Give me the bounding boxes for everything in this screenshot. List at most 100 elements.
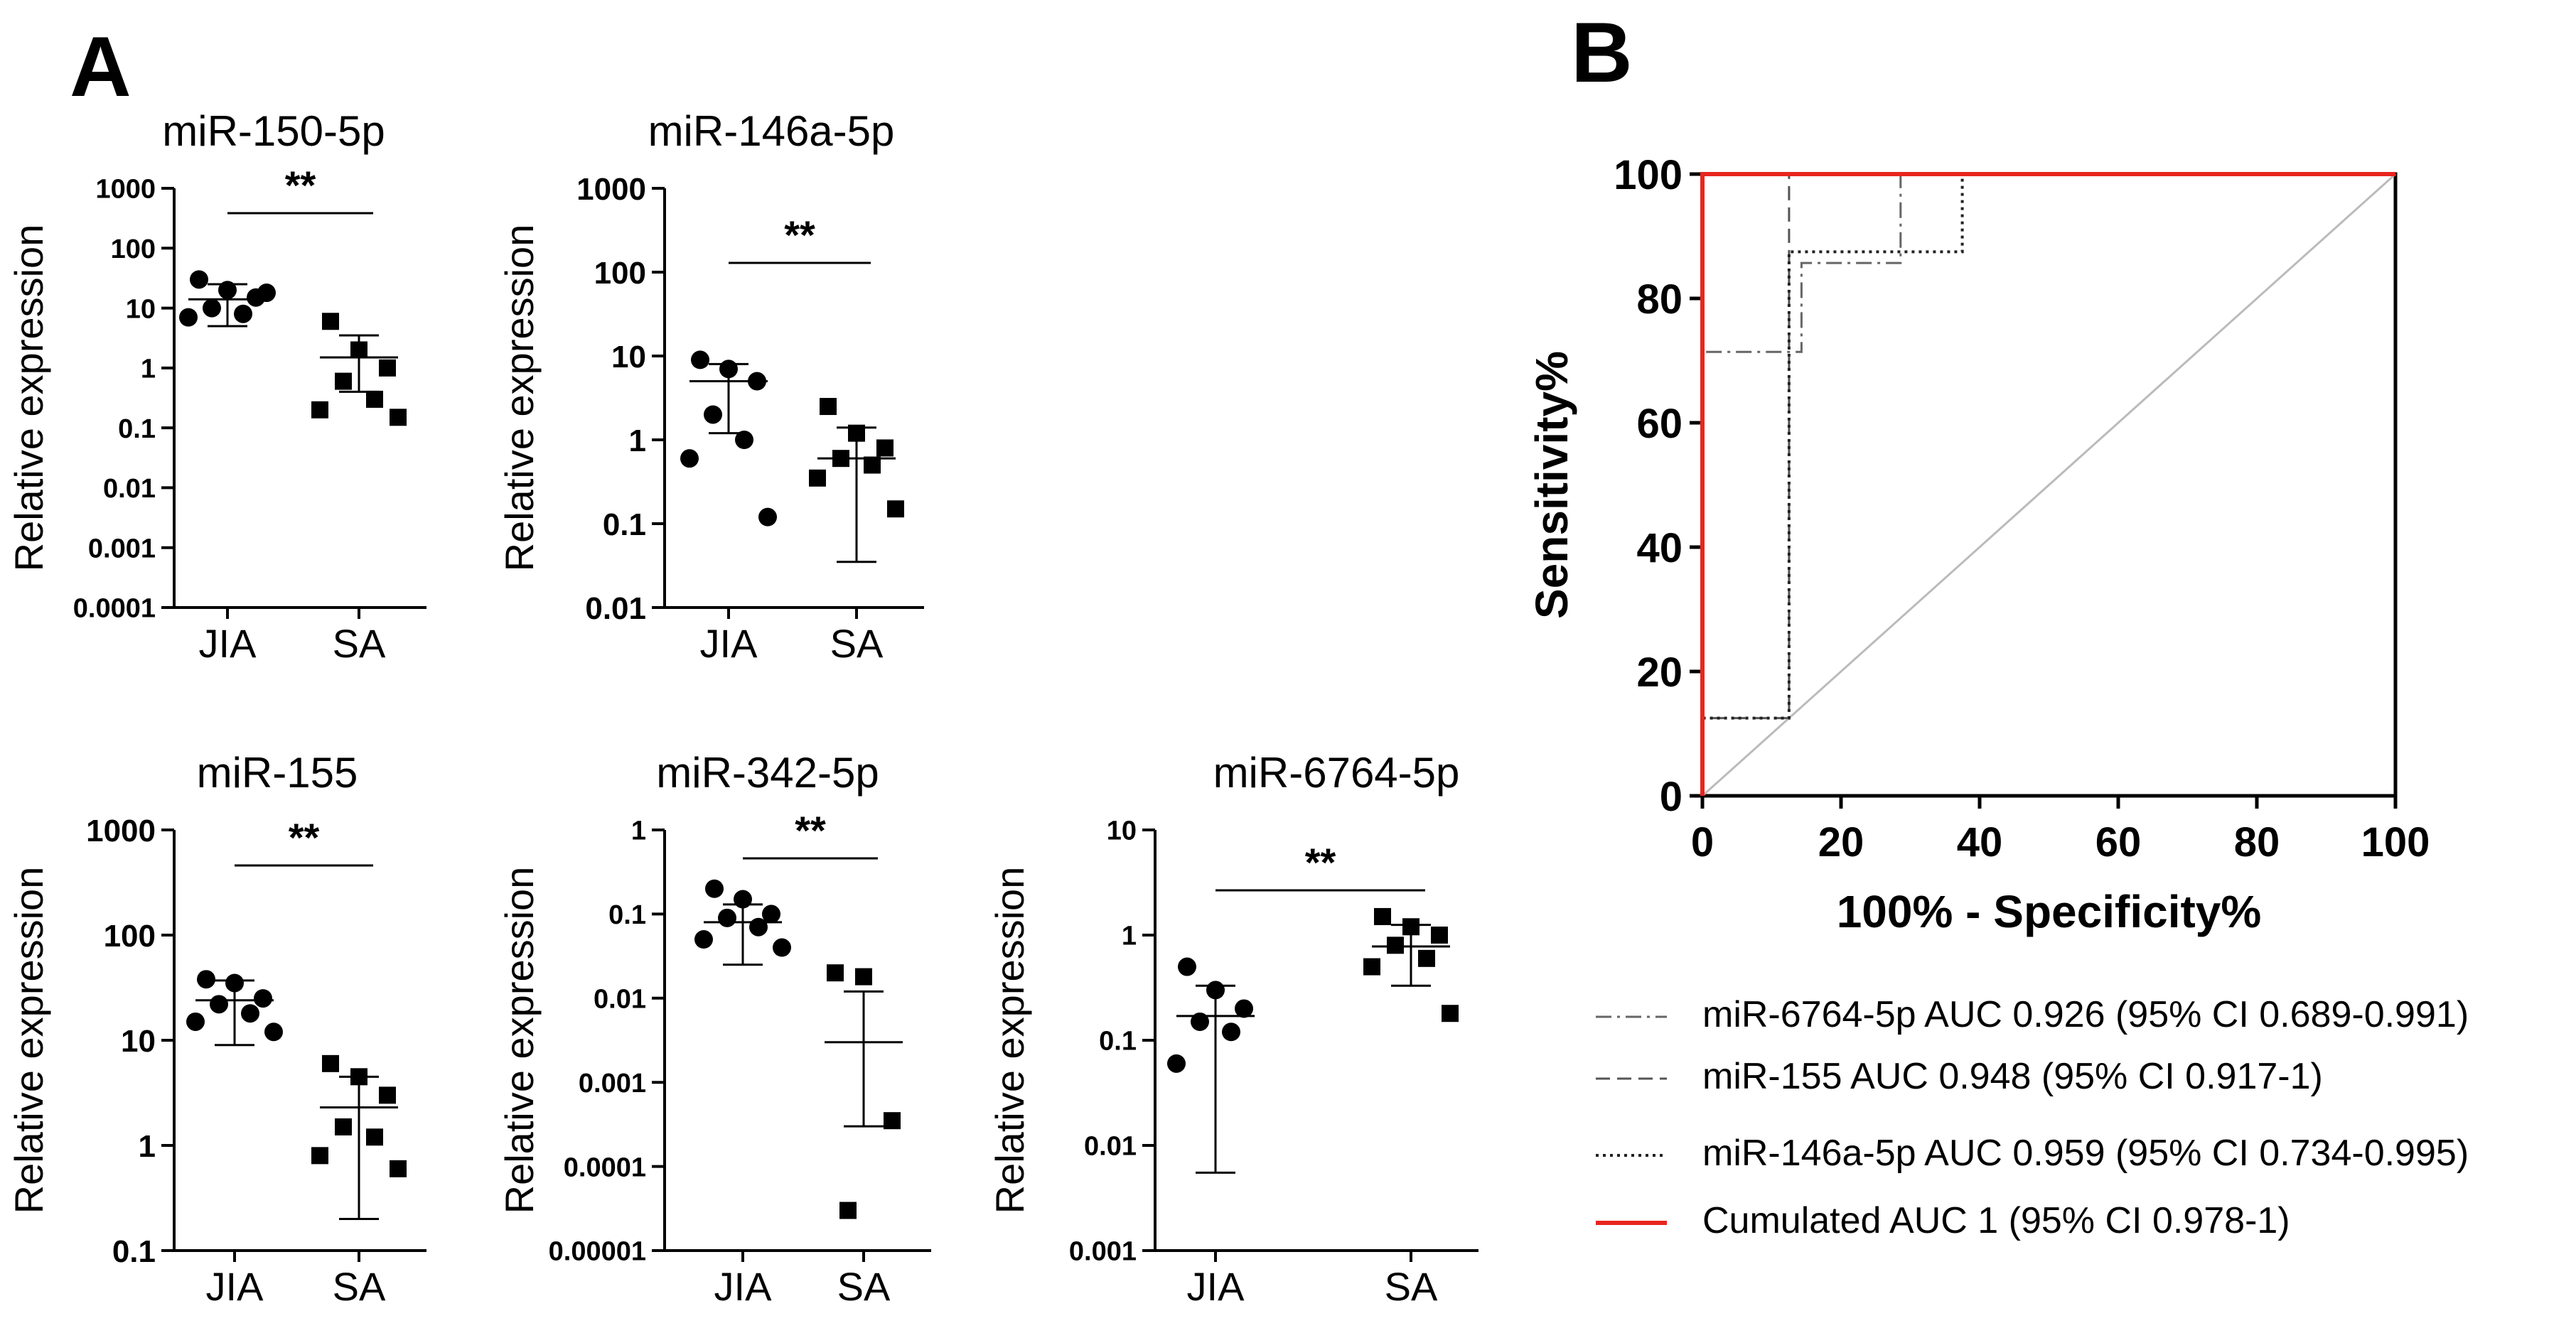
y-tick-label: 80 (1636, 276, 1683, 323)
legend-label: miR-146a-5p AUC 0.959 (95% CI 0.734-0.99… (1702, 1133, 2469, 1174)
y-tick-label: 0.0001 (564, 1153, 646, 1182)
series-SA (809, 398, 904, 563)
y-tick-label: 0.01 (103, 474, 156, 504)
data-point (694, 930, 713, 949)
x-tick-label: SA (837, 1264, 891, 1309)
data-point (1167, 1054, 1186, 1073)
significance-label: ** (784, 212, 815, 257)
roc-curve-4 (1700, 172, 2395, 796)
data-point (1431, 927, 1448, 944)
y-tick-label: 0.0001 (73, 594, 156, 624)
y-tick-label: 0 (1660, 774, 1683, 820)
data-point (734, 890, 752, 909)
x-tick-label: 60 (2095, 819, 2142, 865)
data-point (748, 372, 766, 391)
panel-letter-b: B (1571, 5, 1633, 100)
y-tick-label: 0.01 (585, 591, 646, 626)
x-tick-label: JIA (700, 621, 758, 666)
data-point (366, 1128, 383, 1146)
data-point (762, 905, 780, 924)
panel-letter-a: A (70, 19, 132, 114)
series-JIA (694, 879, 791, 966)
y-tick-label: 1 (1122, 922, 1137, 951)
y-tick-label: 0.001 (88, 534, 156, 563)
series-SA (311, 313, 407, 426)
x-tick-label: 20 (1818, 819, 1864, 865)
data-point (264, 1022, 283, 1042)
data-point (758, 507, 777, 527)
data-point (735, 431, 753, 449)
data-point (218, 281, 237, 300)
y-tick-label: 10 (611, 340, 646, 374)
data-point (390, 1160, 407, 1177)
data-point (241, 1004, 259, 1023)
y-axis-label: Relative expression (6, 867, 51, 1214)
x-tick-label: 0 (1691, 819, 1714, 865)
x-tick-label: JIA (714, 1264, 773, 1309)
data-point (820, 398, 837, 416)
x-tick-label: JIA (199, 621, 257, 666)
data-point (350, 1068, 367, 1086)
data-point (827, 964, 844, 982)
data-point (705, 879, 724, 898)
x-axis-label: 100% - Specificity% (1837, 886, 2262, 937)
significance-label: ** (1305, 840, 1336, 885)
data-point (1363, 958, 1380, 976)
x-tick-label: SA (333, 1264, 386, 1309)
y-axis-label: Relative expression (987, 867, 1032, 1214)
significance-label: ** (289, 815, 320, 860)
y-tick-label: 0.00001 (549, 1237, 646, 1267)
data-point (257, 284, 276, 303)
data-point (1206, 981, 1225, 1000)
y-tick-label: 0.1 (1099, 1027, 1137, 1057)
data-point (311, 1147, 328, 1165)
data-point (234, 304, 252, 323)
significance-label: ** (285, 163, 316, 207)
x-tick-label: SA (333, 621, 386, 666)
data-point (190, 270, 208, 289)
significance-label: ** (795, 808, 826, 853)
y-tick-label: 100 (594, 256, 646, 291)
data-point (704, 405, 722, 424)
data-point (322, 313, 339, 330)
plot-miR-146a-5p: miR-146a-5p 0.01 0.1 1 10 100 1000 Relative exp… (497, 107, 924, 666)
plot-title: miR-146a-5p (648, 107, 895, 155)
y-tick-label: 10 (1107, 816, 1137, 846)
data-point (1387, 937, 1404, 954)
data-point (691, 350, 709, 369)
data-point (379, 359, 396, 377)
y-tick-label: 100 (104, 919, 156, 954)
data-point (832, 450, 849, 468)
plot-title: miR-6764-5p (1213, 749, 1460, 797)
series-SA (825, 964, 903, 1219)
data-point (876, 439, 893, 457)
data-point (749, 917, 768, 937)
data-point (1374, 907, 1391, 925)
data-point (1402, 918, 1420, 936)
x-tick-label: 100 (2361, 819, 2430, 865)
data-point (311, 401, 328, 419)
data-point (1178, 957, 1196, 976)
y-tick-label: 1000 (576, 172, 646, 207)
y-tick-label: 100 (111, 234, 156, 264)
data-point (350, 341, 367, 359)
data-point (848, 424, 865, 442)
data-point (390, 409, 407, 426)
data-point (680, 449, 699, 468)
data-point (855, 968, 872, 986)
plot-title: miR-155 (197, 749, 358, 797)
series-JIA (179, 270, 276, 328)
y-tick-label: 1 (631, 816, 646, 846)
plot-miR-150-5p: miR-150-5p 0.0001 0.001 0.01 0.1 1 10 100 1000 Re… (6, 107, 426, 666)
x-tick-label: JIA (1187, 1264, 1245, 1309)
y-tick-label: 0.01 (1084, 1132, 1137, 1162)
x-tick-label: 80 (2234, 819, 2280, 865)
y-tick-label: 0.001 (579, 1069, 646, 1099)
y-tick-label: 1000 (86, 814, 156, 848)
plot-miR-155: miR-155 0.1 1 10 100 1000 Relative expression J… (6, 749, 426, 1309)
series-SA (1363, 907, 1459, 1022)
y-tick-label: 60 (1636, 401, 1683, 447)
x-tick-label: 40 (1957, 819, 2003, 865)
data-point (379, 1086, 396, 1104)
y-axis-label: Sensitivity% (1526, 351, 1577, 619)
